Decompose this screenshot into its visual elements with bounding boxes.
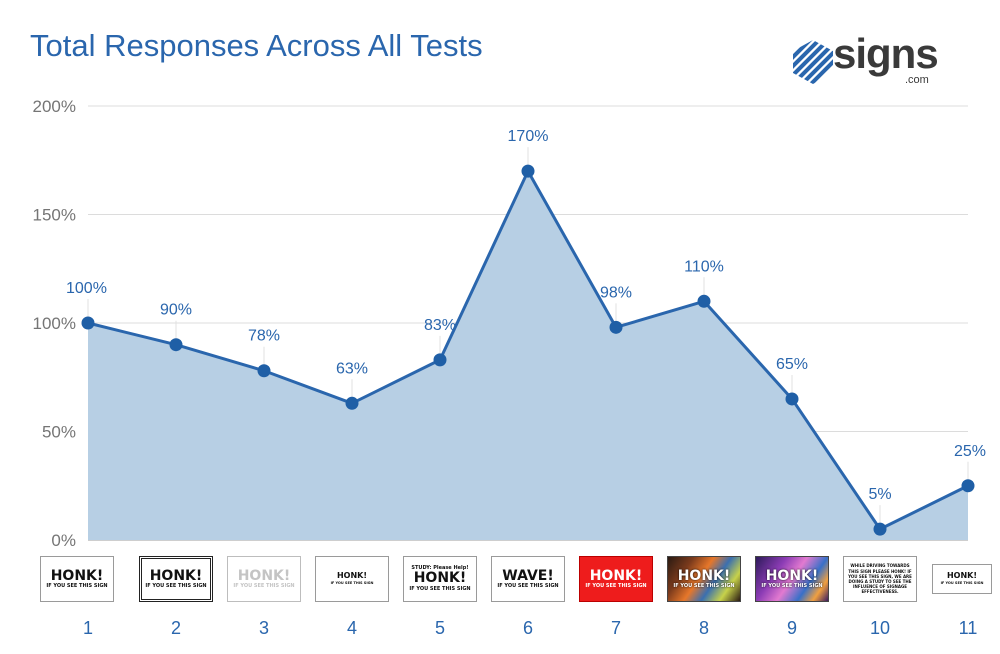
sign-thumbnail: STUDY: Please Help! HONK! IF YOU SEE THIS … bbox=[403, 556, 477, 602]
y-axis-ticks: 0% 50% 100% 150% 200% bbox=[33, 97, 76, 550]
sign-text: HONK! bbox=[149, 567, 203, 584]
x-axis-ticks: 1 2 3 4 5 6 7 8 9 10 11 bbox=[83, 618, 977, 638]
data-label: 90% bbox=[160, 302, 192, 319]
sign-text: IF YOU SEE THIS SIGN bbox=[409, 585, 471, 592]
sign-text: HONK! bbox=[589, 567, 643, 584]
sign-thumbnail: HONK! IF YOU SEE THIS SIGN bbox=[139, 556, 213, 602]
sign-thumbnail: HONK! IF YOU SEE THIS SIGN bbox=[315, 556, 389, 602]
logo-stripes-icon bbox=[793, 40, 833, 84]
data-point bbox=[169, 338, 183, 352]
x-tick-label: 8 bbox=[699, 618, 709, 638]
sign-thumbnail: HONK! IF YOU SEE THIS SIGN bbox=[40, 556, 114, 602]
sign-thumbnail: HONK! IF YOU SEE THIS SIGN bbox=[932, 564, 992, 594]
sign-text: IF YOU SEE THIS SIGN bbox=[497, 583, 559, 590]
data-point bbox=[521, 164, 535, 178]
data-label: 65% bbox=[776, 356, 808, 373]
sign-text: HONK! bbox=[677, 567, 731, 584]
x-tick-label: 6 bbox=[523, 618, 533, 638]
sign-text: HONK! bbox=[946, 571, 978, 581]
x-tick-label: 7 bbox=[611, 618, 621, 638]
data-label: 83% bbox=[424, 317, 456, 334]
y-tick-label: 100% bbox=[33, 314, 76, 333]
data-point bbox=[873, 522, 887, 536]
sign-thumbnail: HONK! IF YOU SEE THIS SIGN bbox=[755, 556, 829, 602]
data-points bbox=[81, 164, 975, 536]
sign-text: IF YOU SEE THIS SIGN bbox=[145, 583, 207, 590]
data-label: 63% bbox=[336, 360, 368, 377]
sign-text: WAVE! bbox=[502, 567, 554, 584]
sign-text: IF YOU SEE THIS SIGN bbox=[46, 583, 108, 590]
data-labels: 100% 90% 78% 63% 83% 170% 98% 110% 65% 5% 25% bbox=[66, 128, 986, 503]
x-tick-label: 5 bbox=[435, 618, 445, 638]
chart-title: Total Responses Across All Tests bbox=[30, 28, 483, 63]
sign-text: HONK! bbox=[336, 571, 368, 581]
sign-text: WHILE DRIVING TOWARDS THIS SIGN PLEASE H… bbox=[848, 563, 912, 595]
sign-thumbnail: HONK! IF YOU SEE THIS SIGN bbox=[579, 556, 653, 602]
x-tick-label: 4 bbox=[347, 618, 357, 638]
area-fill bbox=[88, 171, 968, 540]
x-tick-label: 9 bbox=[787, 618, 797, 638]
data-label: 78% bbox=[248, 328, 280, 345]
data-label: 5% bbox=[868, 486, 891, 503]
data-point bbox=[345, 396, 359, 410]
x-tick-label: 3 bbox=[259, 618, 269, 638]
x-tick-label: 11 bbox=[959, 618, 978, 638]
sign-text: HONK! bbox=[765, 567, 819, 584]
x-tick-label: 10 bbox=[870, 618, 890, 638]
area-series bbox=[87, 169, 969, 540]
sign-text: HONK! bbox=[50, 567, 104, 584]
sign-thumbnail: WHILE DRIVING TOWARDS THIS SIGN PLEASE H… bbox=[843, 556, 917, 602]
sign-text: IF YOU SEE THIS SIGN bbox=[940, 580, 984, 585]
sign-text: IF YOU SEE THIS SIGN bbox=[673, 583, 735, 590]
sign-thumbnail: WAVE! IF YOU SEE THIS SIGN bbox=[491, 556, 565, 602]
data-point bbox=[961, 479, 975, 493]
y-tick-label: 50% bbox=[42, 423, 76, 442]
data-point bbox=[697, 294, 711, 308]
y-tick-label: 150% bbox=[33, 206, 76, 225]
data-label: 25% bbox=[954, 443, 986, 460]
data-point bbox=[81, 316, 95, 330]
sign-text: IF YOU SEE THIS SIGN bbox=[761, 583, 823, 590]
sign-text: HONK! bbox=[237, 567, 291, 584]
data-point bbox=[609, 320, 623, 334]
data-label: 170% bbox=[508, 128, 549, 145]
sign-text: HONK! bbox=[413, 570, 467, 587]
x-tick-label: 2 bbox=[171, 618, 181, 638]
y-tick-label: 0% bbox=[51, 531, 76, 550]
sign-text: IF YOU SEE THIS SIGN bbox=[585, 583, 647, 590]
y-tick-label: 200% bbox=[33, 97, 76, 116]
logo-subtext: .com bbox=[905, 74, 929, 86]
data-label: 98% bbox=[600, 284, 632, 301]
data-label: 110% bbox=[684, 258, 724, 275]
signs-logo: signs .com bbox=[793, 30, 973, 92]
data-point bbox=[257, 364, 271, 378]
data-label: 100% bbox=[66, 280, 107, 297]
data-point bbox=[785, 392, 799, 406]
x-tick-label: 1 bbox=[83, 618, 93, 638]
sign-text: STUDY: Please Help! bbox=[411, 564, 469, 571]
data-point bbox=[433, 353, 447, 367]
sign-text: IF YOU SEE THIS SIGN bbox=[330, 580, 374, 585]
sign-text: IF YOU SEE THIS SIGN bbox=[233, 583, 295, 590]
logo-text: signs bbox=[833, 30, 939, 77]
sign-thumbnail: HONK! IF YOU SEE THIS SIGN bbox=[667, 556, 741, 602]
sign-thumbnail: HONK! IF YOU SEE THIS SIGN bbox=[227, 556, 301, 602]
